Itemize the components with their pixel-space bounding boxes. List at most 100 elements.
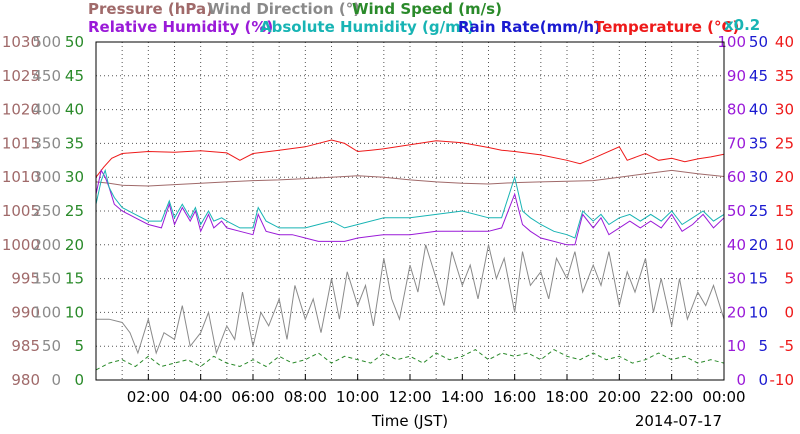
- tick-label-wind-speed: 20: [65, 236, 84, 254]
- series-humidity: [95, 168, 725, 239]
- tick-label-wind-direction: 300: [32, 168, 61, 186]
- tick-label-wind-speed: 25: [65, 202, 84, 220]
- legend-item: Absolute Humidity (g/m³): [260, 18, 474, 36]
- tick-label-rain-rate: 0: [758, 371, 768, 389]
- x-tick-label: 10:00: [336, 388, 379, 406]
- tick-label-wind-direction: 500: [32, 33, 61, 51]
- tick-label-humidity: 80: [727, 101, 746, 119]
- legend-item: Wind Speed (m/s): [352, 0, 502, 18]
- series-temperature: [95, 139, 725, 178]
- x-tick-label: 00:00: [702, 388, 745, 406]
- tick-label-wind-direction: 200: [32, 236, 61, 254]
- tick-label-humidity: 30: [727, 270, 746, 288]
- x-axis-ticks: 02:00 04:00 06:00 08:00 10:00 12:00 14:00 16:00…: [127, 374, 746, 406]
- tick-label-rain-rate: 20: [749, 236, 768, 254]
- x-tick-label: 16:00: [493, 388, 536, 406]
- tick-label-temperature: 20: [775, 168, 794, 186]
- tick-label-pressure: 1015: [2, 134, 40, 152]
- tick-label-pressure: 1010: [2, 168, 40, 186]
- tick-label-humidity: 20: [727, 303, 746, 321]
- tick-label-temperature: 0: [784, 303, 794, 321]
- x-tick-label: 04:00: [179, 388, 222, 406]
- tick-label-temperature: 25: [775, 134, 794, 152]
- series-wind-speed: [95, 349, 725, 371]
- x-tick-label: 20:00: [598, 388, 641, 406]
- tick-label-wind-speed: 30: [65, 168, 84, 186]
- x-tick-label: 02:00: [127, 388, 170, 406]
- tick-label-humidity: 90: [727, 67, 746, 85]
- chart-legend: Pressure (hPa)Wind Direction (°)Wind Spe…: [88, 0, 739, 36]
- tick-label-temperature: -5: [779, 337, 794, 355]
- tick-label-humidity: 60: [727, 168, 746, 186]
- tick-label-pressure: 1000: [2, 236, 40, 254]
- tick-label-rain-rate: 45: [749, 67, 768, 85]
- legend-item: Relative Humidity (%): [88, 18, 273, 36]
- tick-label-temperature: -10: [770, 371, 795, 389]
- tick-label-temperature: 5: [784, 270, 794, 288]
- tick-label-pressure: 1025: [2, 67, 40, 85]
- tick-label-wind-direction: 50: [42, 337, 61, 355]
- chart-grid: [96, 42, 724, 380]
- tick-label-rain-rate: 35: [749, 134, 768, 152]
- tick-label-wind-direction: 450: [32, 67, 61, 85]
- tick-label-wind-direction: 250: [32, 202, 61, 220]
- tick-label-pressure: 1030: [2, 33, 40, 51]
- tick-label-wind-direction: 100: [32, 303, 61, 321]
- tick-label-humidity: 0: [736, 371, 746, 389]
- x-tick-label: 14:00: [441, 388, 484, 406]
- tick-label-humidity: 40: [727, 236, 746, 254]
- date-label: 2014-07-17: [635, 412, 722, 430]
- tick-label-temperature: 40: [775, 33, 794, 51]
- legend-item: Rain Rate(mm/h): [458, 18, 601, 36]
- x-tick-label: 06:00: [231, 388, 274, 406]
- tick-label-wind-direction: 400: [32, 101, 61, 119]
- tick-label-temperature: 35: [775, 67, 794, 85]
- tick-label-humidity: 100: [717, 33, 746, 51]
- tick-label-wind-direction: 150: [32, 270, 61, 288]
- tick-label-rain-rate: 10: [749, 303, 768, 321]
- tick-label-temperature: 15: [775, 202, 794, 220]
- legend-item: Wind Direction (°): [208, 0, 360, 18]
- right-axis-ticks: 1009080706050403020100504540353025201510…: [717, 33, 794, 389]
- tick-label-rain-rate: 15: [749, 270, 768, 288]
- tick-label-wind-speed: 50: [65, 33, 84, 51]
- tick-label-wind-speed: 40: [65, 101, 84, 119]
- tick-label-rain-rate: 25: [749, 202, 768, 220]
- tick-label-humidity: 10: [727, 337, 746, 355]
- chart-lines: [95, 139, 725, 381]
- tick-label-pressure: 990: [11, 303, 40, 321]
- x-axis-label: Time (JST): [371, 412, 448, 430]
- tick-label-pressure: 1020: [2, 101, 40, 119]
- abs-humidity-scale-note: x0.2: [724, 16, 760, 34]
- tick-label-pressure: 985: [11, 337, 40, 355]
- tick-label-wind-direction: 350: [32, 134, 61, 152]
- x-tick-label: 08:00: [284, 388, 327, 406]
- x-tick-label: 18:00: [545, 388, 588, 406]
- tick-label-wind-speed: 45: [65, 67, 84, 85]
- legend-item: Temperature (°C): [594, 18, 739, 36]
- tick-label-rain-rate: 5: [758, 337, 768, 355]
- legend-item: Pressure (hPa): [88, 0, 213, 18]
- tick-label-pressure: 995: [11, 270, 40, 288]
- tick-label-humidity: 70: [727, 134, 746, 152]
- series-pressure: [95, 169, 725, 187]
- tick-label-wind-speed: 10: [65, 303, 84, 321]
- tick-label-temperature: 30: [775, 101, 794, 119]
- plot-frame: [95, 41, 725, 381]
- tick-label-rain-rate: 40: [749, 101, 768, 119]
- tick-label-wind-direction: 0: [51, 371, 61, 389]
- tick-label-wind-speed: 35: [65, 134, 84, 152]
- x-tick-label: 12:00: [388, 388, 431, 406]
- tick-label-pressure: 980: [11, 371, 40, 389]
- series-wind-direction: [96, 244, 725, 355]
- series-humidity: [95, 169, 725, 246]
- tick-label-rain-rate: 30: [749, 168, 768, 186]
- tick-label-wind-speed: 0: [74, 371, 84, 389]
- tick-label-pressure: 1005: [2, 202, 40, 220]
- left-axis-ticks: 1030102510201015101010051000995990985980…: [2, 33, 84, 389]
- tick-label-temperature: 10: [775, 236, 794, 254]
- tick-label-humidity: 50: [727, 202, 746, 220]
- tick-label-wind-speed: 5: [74, 337, 84, 355]
- tick-label-rain-rate: 50: [749, 33, 768, 51]
